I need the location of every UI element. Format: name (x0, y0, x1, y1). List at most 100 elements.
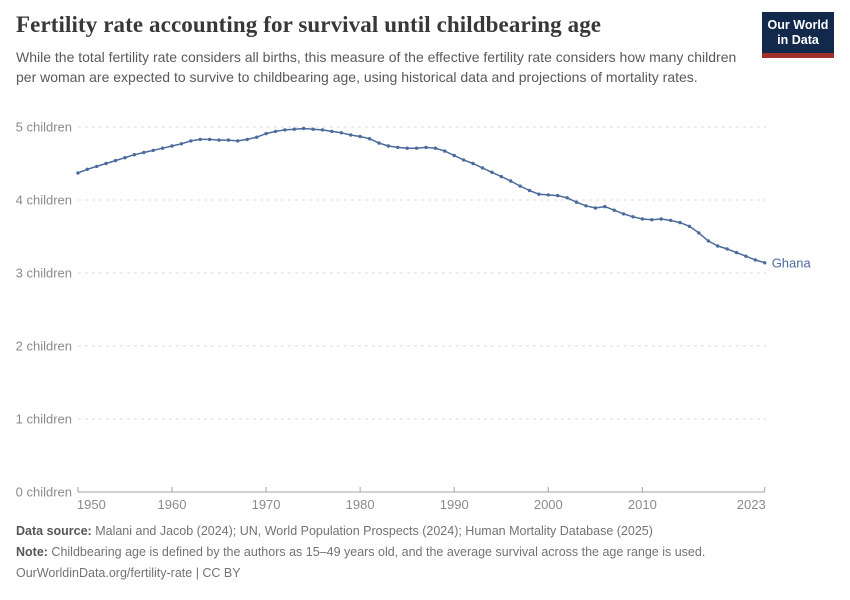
data-point[interactable] (377, 141, 381, 145)
data-point[interactable] (226, 138, 231, 142)
data-point[interactable] (527, 188, 532, 193)
x-axis-tick-label: 1960 (158, 497, 187, 512)
note-text: Childbearing age is defined by the autho… (47, 545, 706, 559)
data-point[interactable] (433, 146, 438, 150)
data-point[interactable] (405, 146, 409, 150)
data-point[interactable] (697, 231, 701, 235)
data-point[interactable] (471, 161, 475, 166)
data-point[interactable] (283, 128, 287, 132)
data-point[interactable] (255, 135, 259, 139)
data-point[interactable] (452, 153, 456, 158)
data-point[interactable] (414, 146, 419, 150)
data-point[interactable] (716, 244, 720, 248)
data-point[interactable] (443, 149, 447, 153)
chart-header: Fertility rate accounting for survival u… (16, 12, 834, 87)
data-point[interactable] (603, 204, 607, 209)
data-point[interactable] (132, 153, 136, 157)
data-point[interactable] (236, 139, 240, 143)
data-point[interactable] (612, 208, 616, 212)
data-point[interactable] (518, 184, 522, 188)
data-point[interactable] (302, 126, 306, 131)
data-point[interactable] (480, 166, 485, 170)
x-axis-tick-label: 1970 (252, 497, 281, 512)
data-point[interactable] (706, 239, 710, 243)
data-point[interactable] (339, 131, 343, 135)
data-point[interactable] (160, 146, 165, 150)
data-point[interactable] (189, 139, 193, 143)
data-point[interactable] (396, 145, 400, 150)
data-point[interactable] (85, 167, 90, 171)
y-axis-tick-label: 0 children (16, 485, 72, 500)
data-line[interactable] (77, 127, 766, 264)
data-point[interactable] (170, 144, 174, 148)
data-point[interactable] (142, 150, 146, 155)
data-point[interactable] (659, 217, 663, 221)
data-point[interactable] (104, 161, 108, 166)
data-point[interactable] (292, 127, 296, 131)
data-point[interactable] (537, 192, 541, 196)
data-source-label: Data source: (16, 524, 92, 538)
data-point[interactable] (330, 129, 334, 134)
data-point[interactable] (273, 129, 278, 134)
data-point[interactable] (565, 196, 569, 200)
data-point[interactable] (349, 133, 353, 137)
data-point[interactable] (556, 193, 560, 198)
data-point[interactable] (640, 217, 645, 221)
note-label: Note: (16, 545, 48, 559)
x-axis-tick-label: 1980 (346, 497, 375, 512)
data-point[interactable] (668, 218, 673, 223)
y-axis-tick-label: 1 children (16, 412, 72, 427)
x-axis-tick-label: 2000 (534, 497, 563, 512)
x-axis-tick-label: 2023 (737, 497, 766, 512)
chart-subtitle: While the total fertility rate considers… (16, 49, 737, 85)
data-point[interactable] (499, 174, 503, 179)
data-source-text: Malani and Jacob (2024); UN, World Popul… (91, 524, 653, 538)
data-point[interactable] (123, 156, 127, 160)
data-point[interactable] (678, 220, 682, 225)
data-point[interactable] (593, 206, 598, 210)
data-point[interactable] (311, 127, 315, 131)
data-point[interactable] (753, 258, 757, 262)
note-line: Note: Childbearing age is defined by the… (16, 542, 834, 563)
data-point[interactable] (574, 200, 579, 204)
data-point[interactable] (179, 142, 184, 146)
data-point[interactable] (461, 158, 466, 162)
data-point[interactable] (264, 131, 268, 136)
data-point[interactable] (631, 215, 635, 219)
owid-logo: Our World in Data (762, 12, 834, 58)
data-point[interactable] (687, 224, 692, 228)
data-point[interactable] (424, 145, 428, 150)
owid-logo-line2: in Data (777, 32, 819, 47)
data-point[interactable] (734, 250, 739, 255)
x-axis-tick-label: 1990 (440, 497, 469, 512)
data-point[interactable] (763, 261, 767, 265)
data-point[interactable] (509, 179, 513, 183)
data-point[interactable] (650, 218, 654, 222)
data-point[interactable] (76, 171, 80, 175)
data-point[interactable] (151, 148, 155, 153)
data-point[interactable] (367, 137, 372, 141)
x-axis-tick-label: 1950 (77, 497, 106, 512)
y-axis-tick-label: 2 children (16, 339, 72, 354)
data-point[interactable] (584, 204, 588, 208)
data-point[interactable] (113, 158, 118, 163)
data-point[interactable] (546, 193, 550, 197)
data-point[interactable] (386, 144, 391, 148)
data-point[interactable] (490, 170, 494, 174)
data-point[interactable] (744, 254, 748, 258)
data-point[interactable] (245, 137, 249, 142)
data-point[interactable] (320, 128, 325, 132)
data-point[interactable] (358, 134, 362, 139)
data-point[interactable] (621, 212, 626, 216)
data-point[interactable] (207, 137, 212, 142)
owid-logo-line1: Our World (767, 18, 829, 32)
data-source-line: Data source: Malani and Jacob (2024); UN… (16, 521, 834, 542)
page-title: Fertility rate accounting for survival u… (16, 12, 602, 37)
data-point[interactable] (198, 137, 202, 142)
data-point[interactable] (95, 164, 99, 169)
data-point[interactable] (725, 247, 729, 251)
data-point[interactable] (217, 138, 221, 142)
y-axis-tick-label: 5 children (16, 120, 72, 135)
